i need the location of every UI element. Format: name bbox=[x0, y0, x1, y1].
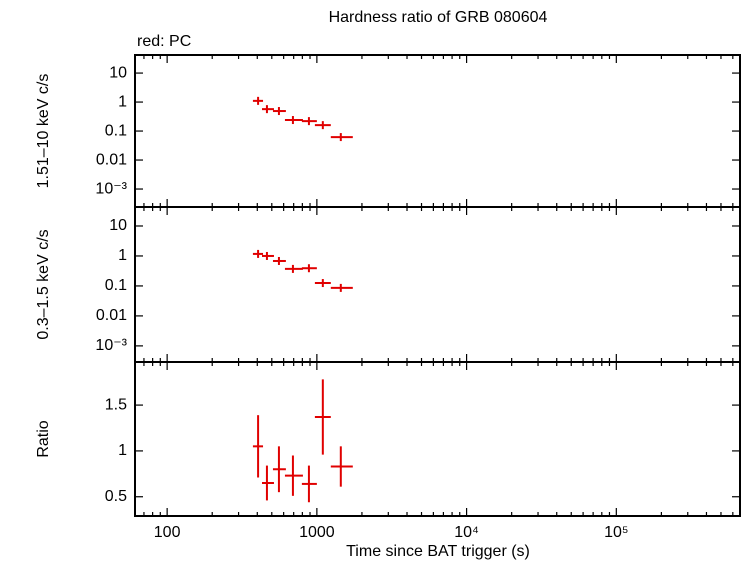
y-axis-label: 1.51–10 keV c/s bbox=[35, 74, 52, 189]
y-tick-label: 10 bbox=[109, 217, 127, 234]
x-tick-label: 100 bbox=[154, 524, 181, 541]
x-axis-label: Time since BAT trigger (s) bbox=[346, 543, 530, 560]
y-axis-label: Ratio bbox=[35, 420, 52, 457]
plot-frame bbox=[134, 361, 741, 517]
y-tick-label: 1.5 bbox=[105, 396, 127, 413]
y-tick-label: 0.5 bbox=[105, 488, 127, 505]
y-tick-label: 1 bbox=[118, 247, 127, 264]
y-tick-label: 10 bbox=[109, 64, 127, 81]
y-tick-label: 0.01 bbox=[96, 307, 127, 324]
x-tick-label: 10⁴ bbox=[454, 524, 479, 541]
y-tick-label: 10⁻³ bbox=[95, 180, 127, 197]
y-axis-label: 0.3–1.5 keV c/s bbox=[35, 229, 52, 339]
y-tick-label: 1 bbox=[118, 442, 127, 459]
y-tick-label: 0.1 bbox=[105, 122, 127, 139]
plot-frame bbox=[134, 206, 741, 363]
annotation: red: PC bbox=[137, 33, 191, 50]
chart-title: Hardness ratio of GRB 080604 bbox=[329, 9, 548, 26]
y-tick-label: 0.1 bbox=[105, 277, 127, 294]
y-tick-label: 10⁻³ bbox=[95, 337, 127, 354]
x-tick-label: 1000 bbox=[299, 524, 335, 541]
plot-frame bbox=[134, 54, 741, 208]
y-tick-label: 0.01 bbox=[96, 151, 127, 168]
y-tick-label: 1 bbox=[118, 93, 127, 110]
x-tick-label: 10⁵ bbox=[604, 524, 628, 541]
